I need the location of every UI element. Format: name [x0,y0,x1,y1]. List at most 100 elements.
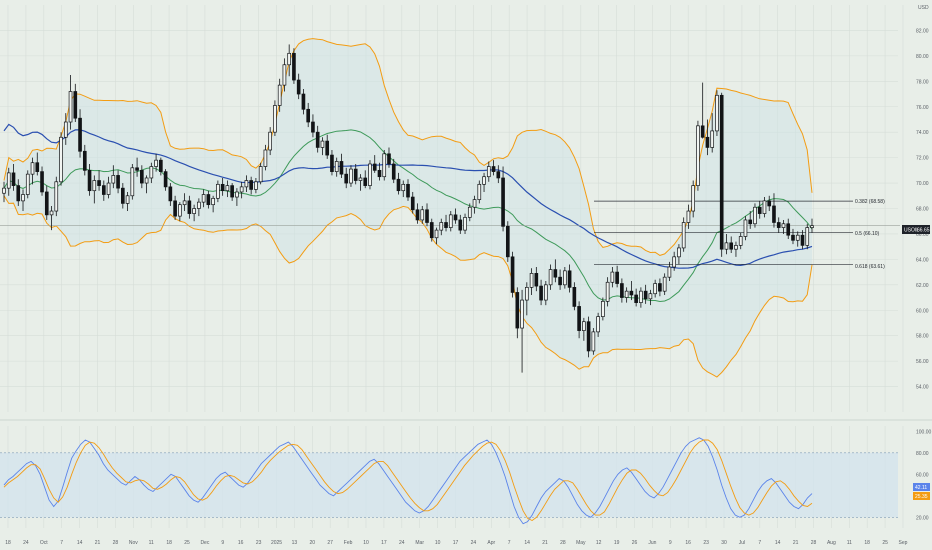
candle-body [82,150,87,171]
x-tick-label: Nov [129,540,138,546]
candle-body [211,197,215,206]
candle-body [97,180,101,186]
labels: USD 0.382 (68.58) 0.5 (66.10) 0.618 (63.… [855,5,930,500]
candle-body [206,194,211,206]
candle-body [287,52,291,66]
x-tick-label: 23 [256,540,262,546]
y-tick-label: 60.00 [916,308,929,314]
candle-body [724,242,729,250]
stochastic-panel [0,437,898,525]
x-tick-label: 10 [363,540,369,546]
x-tick-label: 12 [596,540,602,546]
candle-body [544,284,548,301]
x-tick-label: 30 [721,540,727,546]
candle-body [187,200,192,214]
candle-body [368,163,372,186]
candle-body [582,321,586,331]
bollinger-upper-line [3,38,813,256]
candle-body [800,234,805,246]
y-tick-label: 78.00 [916,79,929,85]
x-tick-label: 18 [864,540,870,546]
candle-body [277,84,282,106]
candle-body [776,222,781,228]
candle-body [2,187,6,194]
stoch-y-tick-label: 100.00 [916,429,932,435]
x-tick-label: Jul [739,540,745,546]
candle-body [743,219,748,237]
candle-body [111,175,116,184]
x-tick-label: Aug [827,540,836,546]
x-tick-label: Mar [415,540,424,546]
candle-body [453,214,458,221]
x-tick-label: 27 [327,540,333,546]
x-tick-label: 24 [471,540,477,546]
x-tick-label: 2025 [271,540,282,546]
y-tick-label: 62.00 [916,283,929,289]
candle-body [63,121,68,138]
candle-body [444,222,448,228]
candle-body [429,222,434,239]
candle-body [334,161,339,172]
candle-body [505,225,510,258]
y-tick-label: 82.00 [916,28,929,34]
candle-body [672,256,676,268]
candle-body [539,285,543,301]
candle-body [729,242,734,250]
candle-body [605,281,610,302]
candle-body [54,181,59,212]
x-tick-label: 14 [524,540,530,546]
candle-body [344,173,349,184]
candle-body [472,199,477,208]
candle-body [643,290,648,300]
x-tick-label: Dec [200,540,209,546]
x-tick-label: 28 [811,540,817,546]
candle-body [339,161,344,175]
x-tick-label: 7 [758,540,761,546]
y-tick-label: 70.00 [916,181,929,187]
price-tag-box [902,225,930,234]
candle-body [515,292,520,329]
x-tick-label: 18 [166,540,172,546]
x-tick-label: 14 [775,540,781,546]
x-tick-label: Jun [648,540,656,546]
candle-body [439,222,444,231]
candle-body [401,183,406,192]
candle-body [40,171,44,193]
candle-body [786,223,791,236]
candle-body [258,166,263,183]
candle-body [491,166,496,172]
candle-body [715,94,719,132]
x-tick-label: Feb [344,540,353,546]
candle-body [482,176,486,185]
candle-body [406,183,410,198]
candle-body [6,172,11,189]
candle-body [738,236,743,246]
stoch-k-tag-box [913,483,930,491]
bollinger-fill [4,38,812,377]
candle-body [501,177,505,227]
x-tick-label: 25 [184,540,190,546]
candle-body [558,276,562,286]
stoch-y-tick-label: 80.00 [916,451,929,457]
candle-body [296,79,301,95]
candle-body [349,168,353,184]
x-tick-label: 7 [60,540,63,546]
candle-body [534,273,539,287]
x-tick-label: 18 [5,540,11,546]
candle-body [681,222,686,249]
candle-body [87,169,92,192]
currency-label: USD [918,5,929,11]
x-tick-label: 28 [113,540,119,546]
candle-body [173,200,177,217]
candle-body [691,185,695,212]
stoch-d-tag-box [913,492,930,500]
candle-body [719,94,724,250]
indicator-lines [3,38,813,378]
moving-average-long-line [3,123,813,269]
x-tick-label: 24 [23,540,29,546]
candle-body [249,180,253,190]
candle-body [810,225,814,228]
candle-body [16,185,21,202]
candle-body [396,178,401,192]
